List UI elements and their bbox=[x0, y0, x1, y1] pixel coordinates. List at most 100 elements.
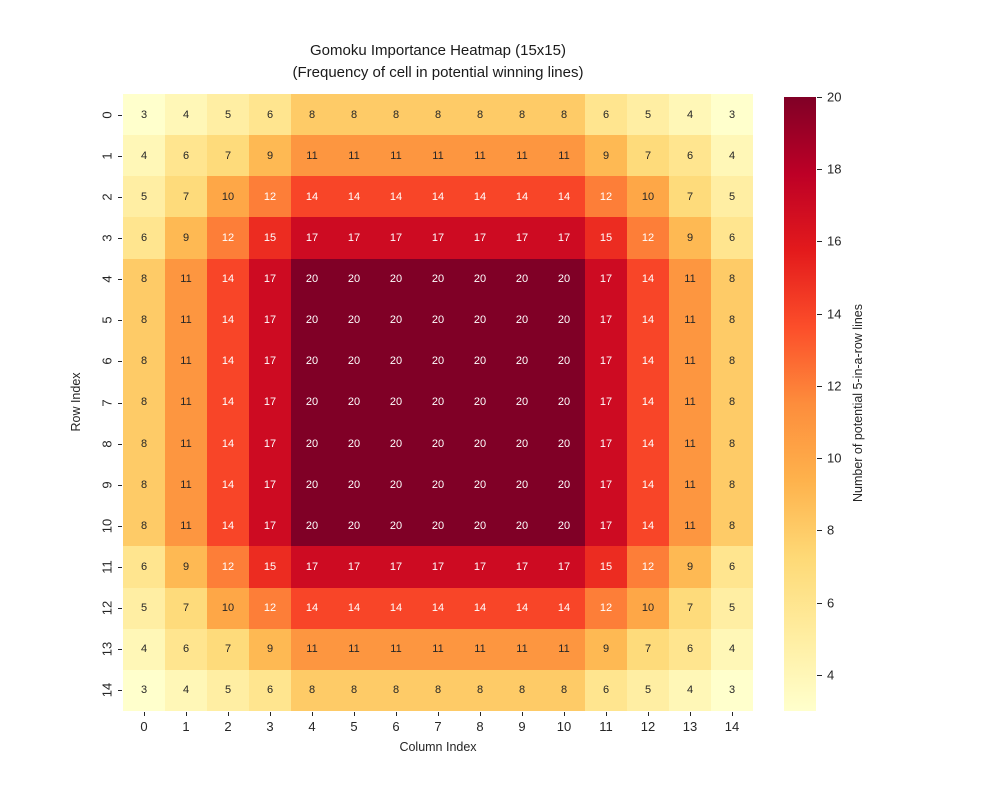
heatmap-cell: 20 bbox=[375, 505, 417, 547]
heatmap-cell: 12 bbox=[585, 587, 627, 629]
heatmap-cell: 8 bbox=[711, 505, 753, 547]
x-tick-mark bbox=[438, 712, 439, 716]
x-tick-mark bbox=[270, 712, 271, 716]
heatmap-cell: 17 bbox=[249, 423, 291, 465]
x-tick-mark bbox=[312, 712, 313, 716]
heatmap-cell: 5 bbox=[123, 176, 165, 218]
heatmap-cell: 20 bbox=[291, 381, 333, 424]
colorbar bbox=[784, 97, 816, 711]
y-tick-mark bbox=[118, 690, 122, 692]
x-tick-mark bbox=[648, 712, 649, 716]
heatmap-cell: 11 bbox=[501, 628, 543, 670]
y-tick-label: 0 bbox=[99, 110, 115, 119]
heatmap-cell: 10 bbox=[627, 176, 669, 218]
heatmap-cell: 20 bbox=[543, 423, 585, 465]
heatmap-cell: 20 bbox=[375, 340, 417, 382]
colorbar-tick-mark bbox=[817, 385, 822, 387]
y-tick-mark bbox=[118, 155, 122, 157]
heatmap-cell: 11 bbox=[333, 628, 375, 670]
heatmap-cell: 17 bbox=[333, 546, 375, 588]
heatmap-cell: 20 bbox=[501, 381, 543, 424]
colorbar-tick-mark bbox=[817, 241, 822, 243]
heatmap-cell: 11 bbox=[669, 464, 711, 506]
heatmap-cell: 17 bbox=[585, 464, 627, 506]
heatmap-cell: 7 bbox=[669, 176, 711, 218]
heatmap-cell: 11 bbox=[417, 135, 459, 177]
heatmap-cell: 20 bbox=[501, 505, 543, 547]
heatmap-cell: 7 bbox=[165, 176, 207, 218]
y-tick-label: 6 bbox=[99, 357, 115, 365]
heatmap-cell: 11 bbox=[165, 464, 207, 506]
heatmap-cell: 17 bbox=[249, 381, 291, 424]
heatmap-cell: 14 bbox=[627, 505, 669, 547]
heatmap-cell: 20 bbox=[501, 258, 543, 300]
heatmap-cell: 20 bbox=[459, 423, 501, 465]
heatmap-cell: 11 bbox=[165, 423, 207, 465]
heatmap-cell: 7 bbox=[207, 628, 249, 670]
heatmap-cell: 6 bbox=[123, 217, 165, 259]
heatmap-cell: 11 bbox=[669, 381, 711, 424]
heatmap-cell: 9 bbox=[669, 546, 711, 588]
heatmap-cell: 11 bbox=[669, 423, 711, 465]
heatmap-cell: 14 bbox=[501, 176, 543, 218]
heatmap-cell: 20 bbox=[291, 340, 333, 382]
heatmap-cell: 14 bbox=[459, 587, 501, 629]
heatmap-cell: 7 bbox=[669, 587, 711, 629]
heatmap-cell: 11 bbox=[459, 628, 501, 670]
heatmap-cell: 20 bbox=[459, 258, 501, 300]
heatmap-cell: 20 bbox=[417, 381, 459, 424]
heatmap-cell: 5 bbox=[711, 176, 753, 218]
colorbar-label: Number of potential 5-in-a-row lines bbox=[851, 303, 865, 503]
x-tick-mark bbox=[186, 712, 187, 716]
heatmap-cell: 14 bbox=[291, 587, 333, 629]
heatmap-cell: 12 bbox=[207, 217, 249, 259]
heatmap-cell: 8 bbox=[123, 464, 165, 506]
heatmap-cell: 14 bbox=[333, 587, 375, 629]
heatmap-cell: 20 bbox=[543, 258, 585, 300]
heatmap-cell: 7 bbox=[627, 135, 669, 177]
heatmap-cell: 3 bbox=[123, 94, 165, 136]
heatmap-cell: 17 bbox=[333, 217, 375, 259]
heatmap-cell: 11 bbox=[291, 135, 333, 177]
y-tick-label: 13 bbox=[99, 642, 115, 657]
heatmap-cell: 14 bbox=[627, 464, 669, 506]
heatmap-cell: 11 bbox=[543, 135, 585, 177]
chart-title: Gomoku Importance Heatmap (15x15) bbox=[310, 42, 566, 59]
x-tick-mark bbox=[606, 712, 607, 716]
x-tick-label: 0 bbox=[140, 719, 148, 734]
heatmap-cell: 20 bbox=[417, 505, 459, 547]
heatmap-cell: 8 bbox=[711, 299, 753, 341]
heatmap-cell: 8 bbox=[123, 340, 165, 382]
y-tick-label: 8 bbox=[99, 440, 115, 448]
colorbar-tick-label: 14 bbox=[827, 306, 842, 322]
heatmap-cell: 11 bbox=[291, 628, 333, 670]
heatmap-cell: 8 bbox=[543, 669, 585, 711]
heatmap-cell: 4 bbox=[123, 628, 165, 670]
y-tick-label: 12 bbox=[99, 600, 115, 616]
heatmap-cell: 8 bbox=[123, 505, 165, 547]
x-tick-label: 3 bbox=[266, 719, 274, 734]
heatmap-cell: 20 bbox=[333, 381, 375, 424]
heatmap-cell: 17 bbox=[585, 381, 627, 424]
heatmap-cell: 6 bbox=[669, 135, 711, 177]
heatmap-cell: 10 bbox=[207, 176, 249, 218]
heatmap-cell: 14 bbox=[501, 587, 543, 629]
heatmap-cell: 20 bbox=[375, 299, 417, 341]
heatmap-cell: 9 bbox=[585, 135, 627, 177]
heatmap-cell: 4 bbox=[123, 135, 165, 177]
x-tick-label: 14 bbox=[724, 719, 740, 734]
heatmap-cell: 20 bbox=[417, 258, 459, 300]
heatmap-cell: 20 bbox=[543, 340, 585, 382]
heatmap-cell: 20 bbox=[333, 505, 375, 547]
y-tick-mark bbox=[118, 608, 122, 610]
heatmap-cell: 11 bbox=[459, 135, 501, 177]
heatmap-cell: 11 bbox=[501, 135, 543, 177]
heatmap-cell: 7 bbox=[627, 628, 669, 670]
y-tick-mark bbox=[118, 361, 122, 363]
heatmap-cell: 14 bbox=[627, 340, 669, 382]
x-tick-label: 6 bbox=[392, 719, 400, 734]
heatmap-cell: 20 bbox=[459, 299, 501, 341]
heatmap-cell: 8 bbox=[711, 340, 753, 382]
heatmap-cell: 12 bbox=[627, 546, 669, 588]
heatmap-cell: 14 bbox=[207, 464, 249, 506]
